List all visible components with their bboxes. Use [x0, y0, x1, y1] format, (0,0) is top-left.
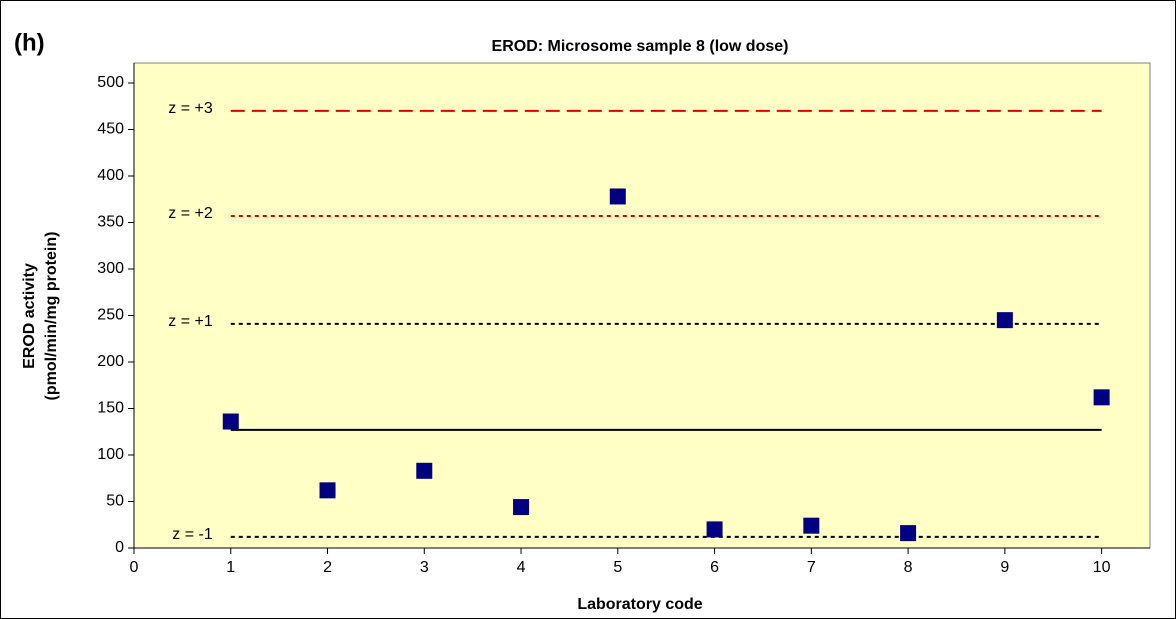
data-point [319, 482, 336, 499]
data-point [803, 517, 820, 534]
x-tick-label: 7 [807, 559, 816, 576]
y-tick-label: 350 [97, 214, 124, 231]
y-tick-label: 50 [106, 493, 124, 510]
reference-label: z = +3 [168, 100, 213, 117]
y-tick-label: 300 [97, 260, 124, 277]
x-tick-label: 8 [904, 559, 913, 576]
chart-title: EROD: Microsome sample 8 (low dose) [492, 38, 789, 55]
y-tick-label: 150 [97, 400, 124, 417]
x-tick-label: 1 [226, 559, 235, 576]
y-tick-label: 100 [97, 446, 124, 463]
data-point [900, 525, 917, 542]
panel-label: (h) [14, 29, 45, 56]
plot-area [133, 62, 1151, 549]
x-tick-label: 6 [710, 559, 719, 576]
x-tick-label: 3 [420, 559, 429, 576]
y-axis-label: (pmol/min/mg protein) [43, 232, 60, 401]
x-tick-label: 9 [1000, 559, 1009, 576]
y-tick-label: 500 [97, 74, 124, 91]
data-point [706, 521, 723, 538]
x-tick-label: 4 [517, 559, 526, 576]
data-point [1093, 389, 1110, 406]
y-tick-label: 200 [97, 353, 124, 370]
data-point [513, 499, 530, 516]
y-tick-label: 0 [115, 539, 124, 556]
x-axis-label: Laboratory code [577, 596, 702, 613]
data-point [416, 462, 433, 479]
x-tick-label: 10 [1093, 559, 1111, 576]
reference-label: z = +2 [168, 205, 213, 222]
reference-label: z = +1 [168, 313, 213, 330]
data-point [996, 312, 1013, 329]
x-tick-label: 5 [613, 559, 622, 576]
data-point [222, 413, 239, 430]
x-tick-label: 0 [130, 559, 139, 576]
y-tick-label: 250 [97, 307, 124, 324]
y-tick-label: 450 [97, 121, 124, 138]
y-tick-label: 400 [97, 167, 124, 184]
y-axis-label: EROD activity [21, 263, 38, 369]
data-point [609, 188, 626, 205]
x-tick-label: 2 [323, 559, 332, 576]
reference-label: z = -1 [172, 526, 213, 543]
